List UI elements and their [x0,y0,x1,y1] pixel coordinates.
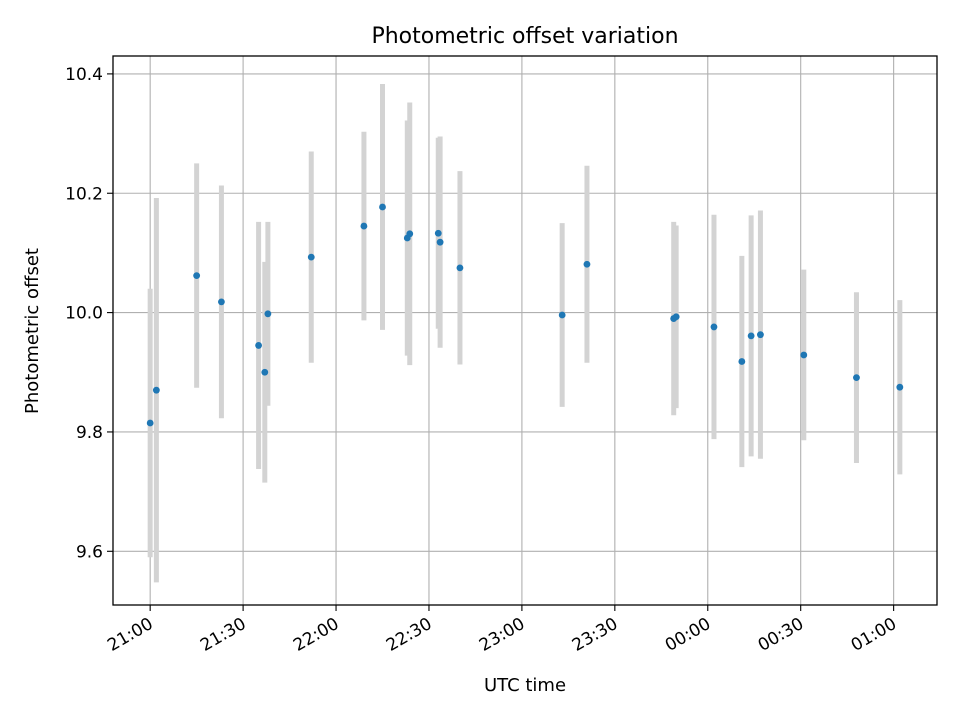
data-point [747,332,755,340]
data-point [261,368,269,376]
data-point [264,310,272,318]
y-tick-label: 10.4 [65,65,103,85]
data-point [360,222,368,230]
data-point [896,383,904,391]
data-point [853,374,860,382]
data-point [218,298,225,306]
data-points [146,203,904,427]
data-point [800,351,808,359]
data-point [710,323,718,331]
y-tick-label: 10.0 [65,304,103,324]
y-tick-label: 10.2 [65,184,103,204]
data-point [456,264,464,272]
y-axis-label: Photometric offset [22,248,43,414]
data-point [255,342,262,349]
data-point [672,313,680,321]
data-point [436,238,444,246]
grid [113,56,937,605]
data-point [738,358,746,365]
y-tick-label: 9.8 [76,423,103,443]
data-point [406,230,414,238]
chart-title: Photometric offset variation [371,24,678,49]
data-point [307,253,315,261]
data-point [434,229,442,237]
y-axis-ticks: 9.6 9.8 10.0 10.2 10.4 [65,65,113,562]
data-point [152,386,160,394]
data-point [379,203,386,211]
data-point [146,419,154,427]
data-point [558,311,566,319]
plot-frame [112,55,938,606]
data-point [193,272,201,279]
x-axis-label: UTC time [484,675,566,696]
y-tick-label: 9.6 [76,542,103,562]
data-point [583,260,591,268]
data-point [757,331,764,339]
